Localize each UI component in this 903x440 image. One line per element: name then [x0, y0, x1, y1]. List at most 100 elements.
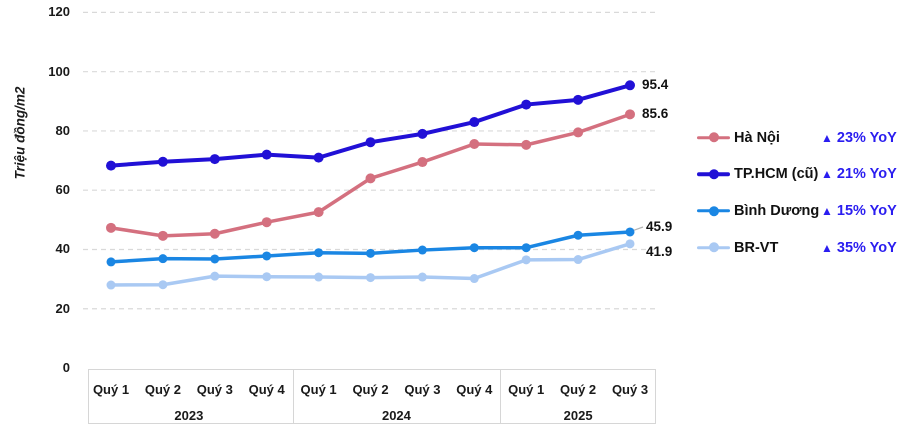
year-label: 2025 [563, 408, 593, 423]
quarter-label: Quý 3 [611, 382, 649, 397]
data-point [262, 251, 272, 261]
data-point [209, 228, 220, 239]
quarter-label: Quý 4 [456, 382, 493, 397]
year-label: 2024 [381, 408, 411, 423]
yoy-value: 23% YoY [836, 129, 897, 146]
legend-row-2: TP.HCM (cũ) ▲ 21% YoY [697, 162, 903, 186]
data-point [469, 274, 479, 284]
legend-label: Bình Dương [734, 202, 820, 219]
legend-dot-icon [708, 205, 719, 216]
data-point [469, 138, 480, 149]
legend-dot-icon [708, 169, 719, 180]
year-label: 2023 [174, 408, 204, 423]
data-point [261, 149, 272, 160]
data-point [365, 137, 376, 148]
legend-row-4: BR-VT ▲ 35% YoY [697, 236, 903, 260]
y-tick-label: 60 [55, 182, 70, 198]
data-point [106, 222, 116, 233]
quarter-label: Quý 1 [300, 382, 337, 397]
data-point [158, 254, 168, 264]
legend-dot-icon [708, 242, 719, 253]
yoy-badge: ▲ 23% YoY [821, 130, 897, 146]
data-point [417, 157, 428, 168]
data-point [625, 239, 635, 249]
data-point [157, 230, 168, 241]
triangle-up-icon: ▲ [821, 130, 833, 145]
year-divider [500, 369, 502, 424]
data-point [521, 243, 531, 253]
data-point [158, 280, 168, 290]
yoy-badge: ▲ 15% YoY [821, 203, 897, 219]
data-point [625, 109, 635, 120]
quarter-label: Quý 2 [144, 382, 181, 397]
data-point [157, 156, 168, 167]
quarter-label: Quý 3 [196, 382, 233, 397]
y-tick-label: 40 [55, 241, 70, 257]
y-tick-label: 0 [62, 360, 70, 375]
data-point [366, 248, 375, 258]
end-value-label: 41.9 [646, 243, 673, 259]
data-point [573, 230, 583, 240]
x-axis-box [88, 369, 656, 424]
data-point [625, 227, 635, 237]
legend-dot-icon [708, 132, 719, 143]
data-point [417, 245, 427, 255]
legend-label: BR-VT [734, 239, 779, 256]
data-point [469, 117, 480, 128]
yoy-badge: ▲ 35% YoY [821, 240, 897, 256]
yoy-value: 35% YoY [836, 239, 897, 256]
data-point [417, 128, 428, 139]
data-point [365, 173, 376, 184]
quarter-label: Quý 4 [248, 382, 285, 397]
legend-label: Hà Nội [734, 129, 780, 146]
quarter-label: Quý 2 [352, 382, 389, 397]
data-point [261, 217, 272, 228]
legend-swatch [697, 169, 730, 180]
triangle-up-icon: ▲ [821, 203, 833, 218]
data-point [106, 160, 116, 171]
data-point [313, 207, 324, 218]
legend: Hà Nội ▲ 23% YoY TP.HCM (cũ) ▲ 21% YoY Bình Dư… [697, 0, 903, 440]
end-value-label: 45.9 [646, 219, 673, 235]
yoy-badge: ▲ 21% YoY [821, 166, 897, 182]
data-point [625, 80, 635, 91]
data-point [521, 139, 532, 150]
triangle-up-icon: ▲ [821, 240, 833, 255]
triangle-up-icon: ▲ [821, 167, 833, 182]
data-point [313, 152, 324, 163]
year-divider [292, 369, 294, 424]
data-point [469, 243, 479, 253]
data-point [573, 255, 583, 265]
y-tick-label: 100 [48, 63, 70, 79]
legend-swatch [697, 132, 730, 143]
quarter-label: Quý 2 [560, 382, 597, 397]
data-point [262, 272, 272, 282]
y-tick-label: 20 [55, 300, 70, 316]
data-point [210, 271, 220, 281]
legend-swatch [697, 242, 730, 253]
data-point [366, 273, 375, 283]
data-point [106, 280, 116, 290]
quarter-label: Quý 3 [404, 382, 441, 397]
yoy-value: 21% YoY [836, 166, 897, 183]
y-tick-label: 80 [55, 122, 70, 138]
y-tick-label: 120 [48, 4, 70, 20]
data-point [314, 272, 324, 282]
data-point [314, 248, 324, 258]
data-point [106, 257, 116, 267]
data-point [521, 255, 531, 265]
legend-row-3: Bình Dương ▲ 15% YoY [697, 199, 903, 223]
quarter-label: Quý 1 [508, 382, 545, 397]
legend-label: TP.HCM (cũ) [734, 166, 819, 183]
yoy-value: 15% YoY [836, 202, 897, 219]
y-axis-title: Triệu đồng/m2 [12, 86, 28, 180]
end-value-label: 95.4 [642, 77, 669, 93]
data-point [209, 154, 220, 165]
data-point [417, 272, 427, 282]
end-value-label: 85.6 [642, 106, 669, 122]
legend-row-1: Hà Nội ▲ 23% YoY [697, 126, 903, 150]
data-point [521, 99, 532, 110]
data-point [210, 254, 220, 264]
